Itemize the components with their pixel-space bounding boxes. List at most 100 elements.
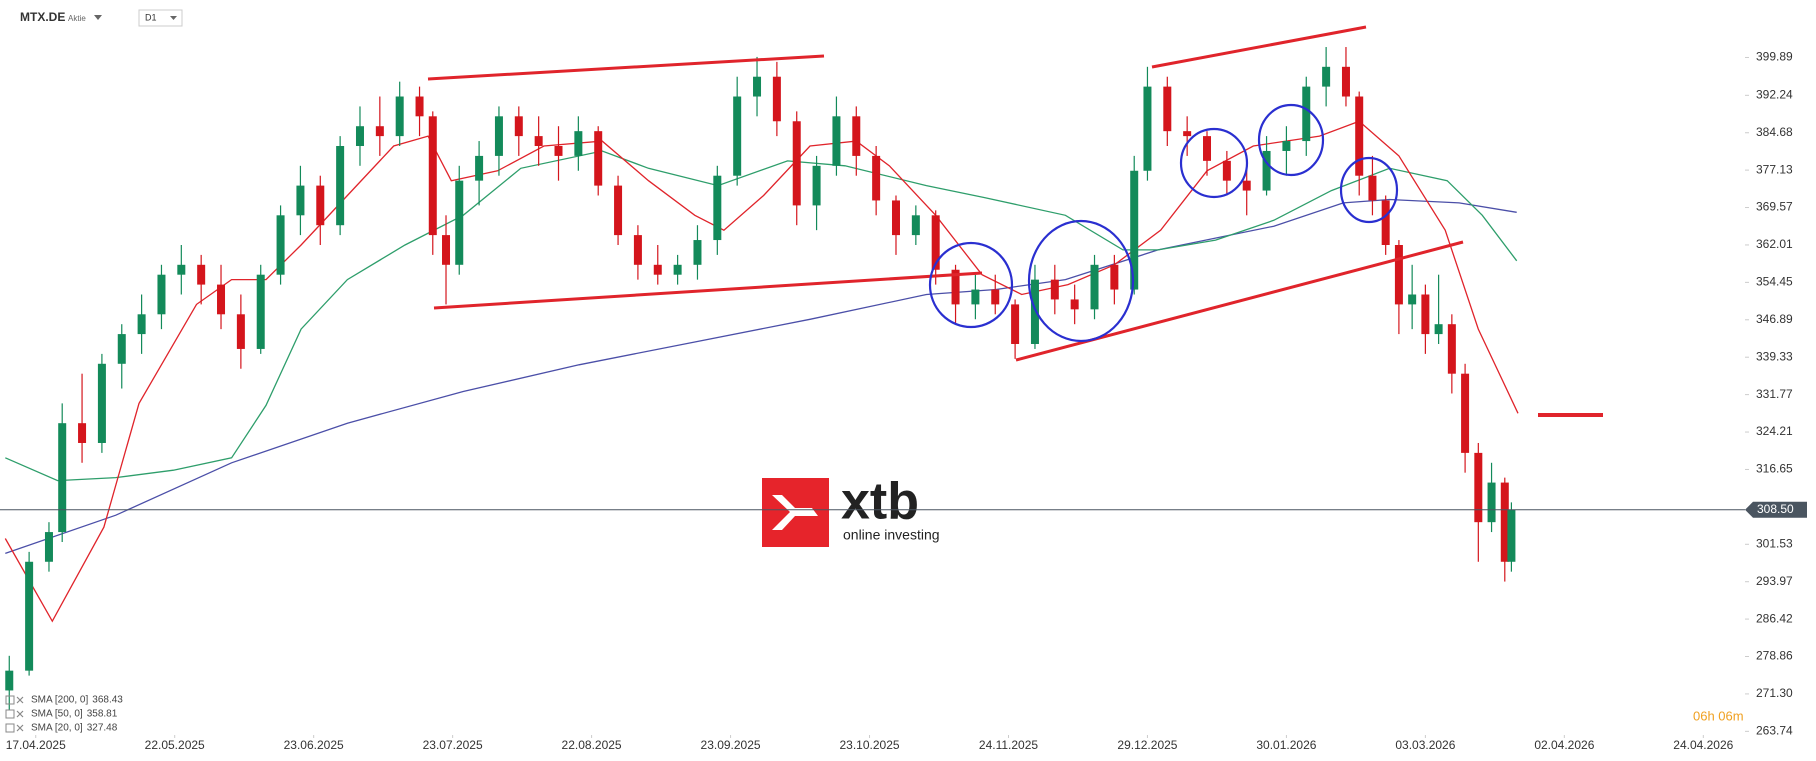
y-tick-label: 286.42 — [1756, 611, 1793, 625]
trend-line — [427, 54, 825, 81]
last-price-tag — [1745, 501, 1807, 518]
candle-body — [1050, 279, 1059, 300]
interval-dropdown — [170, 16, 177, 20]
trend-line — [1151, 25, 1367, 69]
candle-body — [197, 264, 206, 285]
candle-body — [1030, 279, 1039, 344]
candle-body — [1507, 509, 1516, 562]
candle-body — [931, 215, 940, 270]
legend-close — [16, 710, 24, 718]
legend-name: SMA [200, 0] — [31, 695, 88, 706]
bar-countdown: 06h 06m — [1693, 708, 1744, 723]
candle-body — [852, 116, 861, 156]
y-tick-label: 354.45 — [1756, 275, 1793, 289]
x-tick-label: 23.06.2025 — [284, 738, 344, 752]
x-tick-label: 17.04.2025 — [6, 738, 66, 752]
interval[interactable]: D1 — [145, 12, 157, 22]
y-tick-label: 384.68 — [1756, 125, 1793, 139]
candle-body — [355, 126, 364, 147]
y-tick-label: 346.89 — [1756, 312, 1793, 326]
candle-body — [475, 155, 484, 181]
candle-body — [1394, 245, 1403, 305]
candle-body — [733, 96, 742, 176]
candle-body — [316, 185, 325, 226]
candle-body — [1090, 264, 1099, 310]
highlight-circles — [928, 103, 1399, 343]
candle-body — [455, 180, 464, 265]
candle-body — [256, 274, 265, 349]
y-tick-label: 369.57 — [1756, 200, 1793, 214]
candle-body — [58, 423, 67, 533]
circle — [1027, 219, 1135, 343]
candle-body — [1262, 150, 1271, 191]
candle-body — [157, 274, 166, 315]
candle-body — [991, 289, 1000, 305]
candle-body — [812, 165, 821, 206]
candle-body — [1322, 66, 1331, 87]
legend-close — [16, 724, 24, 732]
y-tick-label: 324.21 — [1756, 424, 1793, 438]
candle-body — [1143, 86, 1152, 171]
candle-body — [832, 116, 841, 166]
y-tick-label: 316.65 — [1756, 462, 1793, 476]
candle-body — [494, 116, 503, 156]
y-tick-label: 331.77 — [1756, 387, 1793, 401]
candle-body — [296, 185, 305, 216]
candle-body — [117, 334, 126, 364]
circle — [928, 241, 1014, 329]
candle-body — [1302, 86, 1311, 142]
candle-body — [574, 131, 583, 156]
candle-body — [753, 76, 762, 97]
x-tick-label: 29.12.2025 — [1117, 738, 1177, 752]
x-tick-label: 30.01.2026 — [1256, 738, 1316, 752]
candle-body — [1130, 170, 1139, 290]
candle-body — [792, 121, 801, 206]
candle-body — [594, 131, 603, 186]
candle-body — [1447, 324, 1456, 374]
candle-body — [1487, 482, 1496, 523]
candle-body — [137, 314, 146, 335]
sma-line — [5, 150, 1518, 482]
candle-body — [1381, 200, 1390, 245]
symbol-dropdown[interactable] — [94, 15, 102, 20]
candle-body — [177, 264, 186, 275]
x-tick-label: 02.04.2026 — [1534, 738, 1594, 752]
legend-icon — [5, 695, 15, 705]
candle-body — [442, 235, 451, 265]
candle-body — [891, 200, 900, 236]
circle — [1257, 103, 1325, 177]
legend-value: 358.81 — [87, 709, 118, 720]
candle-body — [78, 423, 87, 443]
candle-body — [614, 185, 623, 236]
candle-body — [428, 116, 437, 236]
y-tick-label: 399.89 — [1756, 50, 1793, 64]
candle-body — [1474, 452, 1483, 523]
last-price-label: 308.50 — [1757, 502, 1794, 516]
circle — [1179, 127, 1249, 199]
candle-body — [1282, 141, 1291, 151]
candle-body — [1203, 136, 1212, 161]
candle-body — [1222, 160, 1231, 181]
candle-body — [1355, 96, 1364, 176]
y-tick-label: 293.97 — [1756, 574, 1793, 588]
y-tick-label: 377.13 — [1756, 162, 1793, 176]
x-tick-label: 23.09.2025 — [701, 738, 761, 752]
candle-body — [5, 670, 14, 691]
logo-tagline: online investing — [843, 527, 940, 543]
logo-mark — [772, 495, 818, 530]
interval-select[interactable] — [138, 9, 183, 27]
symbol[interactable]: MTX.DE — [20, 10, 65, 24]
x-tick-label: 24.11.2025 — [979, 738, 1038, 752]
candle-body — [97, 363, 106, 443]
candle-body — [1242, 180, 1251, 191]
candle-body — [1163, 86, 1172, 132]
candle-body — [1500, 482, 1509, 562]
y-tick-label: 278.86 — [1756, 649, 1793, 663]
sma-line — [5, 198, 1517, 555]
candle-body — [217, 284, 226, 315]
trend-line — [433, 271, 983, 310]
candle-body — [1011, 304, 1020, 344]
y-tick-label: 263.74 — [1756, 724, 1793, 738]
candle-body — [971, 289, 980, 305]
